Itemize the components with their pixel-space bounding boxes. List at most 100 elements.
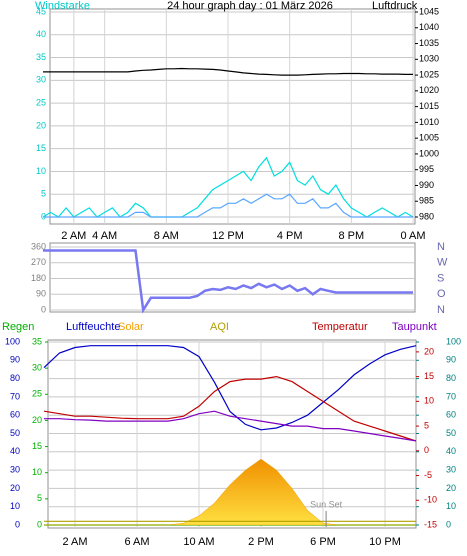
y-tick-label: 25 xyxy=(36,97,46,107)
y-tick-label: 20 xyxy=(10,483,20,493)
x-tick-label: 10 AM xyxy=(183,536,214,548)
y-tick-label: 40 xyxy=(446,446,456,456)
y-tick-label: 20 xyxy=(446,483,456,493)
y-tick-label: 60 xyxy=(10,410,20,420)
legend-entry: Solar xyxy=(118,321,144,333)
y-tick-label: 60 xyxy=(446,410,456,420)
y-tick-label: 100 xyxy=(446,336,461,346)
solar-area xyxy=(44,458,416,526)
direction-label: O xyxy=(437,288,446,300)
y-tick-label: 1035 xyxy=(419,38,439,48)
y-tick-label: 25 xyxy=(32,389,42,399)
series-line xyxy=(43,193,413,218)
annotation: Sun Set xyxy=(310,499,343,509)
y-tick-label: 5 xyxy=(424,420,429,430)
y-tick-label: 1045 xyxy=(419,6,439,16)
y-tick-label: 990 xyxy=(419,180,434,190)
y-tick-label: 20 xyxy=(36,120,46,130)
legend-entry: Luftfeuchte xyxy=(66,321,120,333)
y-tick-label: -10 xyxy=(424,495,437,505)
y-tick-label: -15 xyxy=(424,519,437,529)
y-tick-label: 90 xyxy=(36,289,46,299)
x-tick-label: 12 PM xyxy=(212,230,244,242)
legend-entry: AQI xyxy=(210,321,229,333)
y-tick-label: 1000 xyxy=(419,148,439,158)
series-line xyxy=(44,410,417,442)
y-tick-label: 980 xyxy=(419,211,434,221)
y-tick-label: 0 xyxy=(37,519,42,529)
y-tick-label: 1005 xyxy=(419,133,439,143)
y-tick-label: 10 xyxy=(424,396,434,406)
x-tick-label: 2 PM xyxy=(248,536,274,548)
y-tick-label: 180 xyxy=(31,273,46,283)
y-tick-label: 0 xyxy=(15,519,20,529)
y-tick-label: 70 xyxy=(446,391,456,401)
series-line xyxy=(43,375,417,442)
x-tick-label: 4 PM xyxy=(277,230,303,242)
x-tick-label: 2 AM xyxy=(62,536,87,548)
y-tick-label: 360 xyxy=(31,241,46,251)
y-tick-label: 5 xyxy=(41,189,46,199)
y-label: Windstarke xyxy=(35,0,90,12)
y-tick-label: 30 xyxy=(10,464,20,474)
y-tick-label: 1015 xyxy=(419,101,439,111)
legend-entry: Temperatur xyxy=(312,321,368,333)
y-tick-label: 5 xyxy=(37,493,42,503)
y-tick-label: 100 xyxy=(5,336,20,346)
y-tick-label: 270 xyxy=(31,257,46,267)
y-tick-label: 30 xyxy=(446,464,456,474)
y-tick-label: 30 xyxy=(32,363,42,373)
direction-label: W xyxy=(437,257,448,269)
y-tick-label: 80 xyxy=(446,373,456,383)
x-tick-label: 2 AM xyxy=(61,230,86,242)
series-line xyxy=(42,156,414,218)
y-tick-label: 90 xyxy=(10,355,20,365)
x-tick-label: 8 AM xyxy=(154,230,179,242)
y-tick-label: 1030 xyxy=(419,54,439,64)
y-tick-label: 985 xyxy=(419,196,434,206)
y-tick-label: 50 xyxy=(446,428,456,438)
y-tick-label: 15 xyxy=(424,371,434,381)
y-tick-label: 50 xyxy=(10,428,20,438)
y-tick-label: 40 xyxy=(10,446,20,456)
legend-entry: Taupunkt xyxy=(392,321,437,333)
y-tick-label: 10 xyxy=(446,501,456,511)
title: 24 hour graph day : 01 März 2026 xyxy=(167,0,333,12)
y-tick-label: 15 xyxy=(36,143,46,153)
legend-entry: Regen xyxy=(2,321,34,333)
x-tick-label: 10 PM xyxy=(369,536,401,548)
y-tick-label: 10 xyxy=(32,467,42,477)
y-tick-label: 20 xyxy=(32,415,42,425)
series-line xyxy=(43,345,417,431)
y-tick-label: 0 xyxy=(446,519,451,529)
series-line xyxy=(43,249,413,314)
y-tick-label: 40 xyxy=(36,29,46,39)
y-tick-label: 80 xyxy=(10,373,20,383)
y2-label: Luftdruck xyxy=(372,0,418,12)
x-tick-label: 0 AM xyxy=(400,230,425,242)
x-tick-label: 6 PM xyxy=(310,536,336,548)
y-tick-label: 30 xyxy=(36,75,46,85)
y-tick-label: 995 xyxy=(419,164,434,174)
y-tick-label: 0 xyxy=(41,304,46,314)
y-tick-label: 90 xyxy=(446,355,456,365)
y-tick-label: 10 xyxy=(10,501,20,511)
y-tick-label: 1010 xyxy=(419,117,439,127)
x-tick-label: 4 AM xyxy=(92,230,117,242)
y-tick-label: 0 xyxy=(424,445,429,455)
x-tick-label: 8 PM xyxy=(338,230,364,242)
y-tick-label: 20 xyxy=(424,346,434,356)
y-tick-label: 1020 xyxy=(419,85,439,95)
plot-frame xyxy=(49,242,416,313)
y-tick-label: 35 xyxy=(36,52,46,62)
y-tick-label: 1040 xyxy=(419,22,439,32)
y-tick-label: 10 xyxy=(36,166,46,176)
y-tick-label: 45 xyxy=(36,6,46,16)
y-tick-label: 15 xyxy=(32,441,42,451)
direction-label: N xyxy=(437,241,445,253)
y-tick-label: 1025 xyxy=(419,69,439,79)
y-tick-label: -5 xyxy=(424,470,432,480)
plot-frame xyxy=(49,8,416,225)
direction-label: S xyxy=(437,272,444,284)
